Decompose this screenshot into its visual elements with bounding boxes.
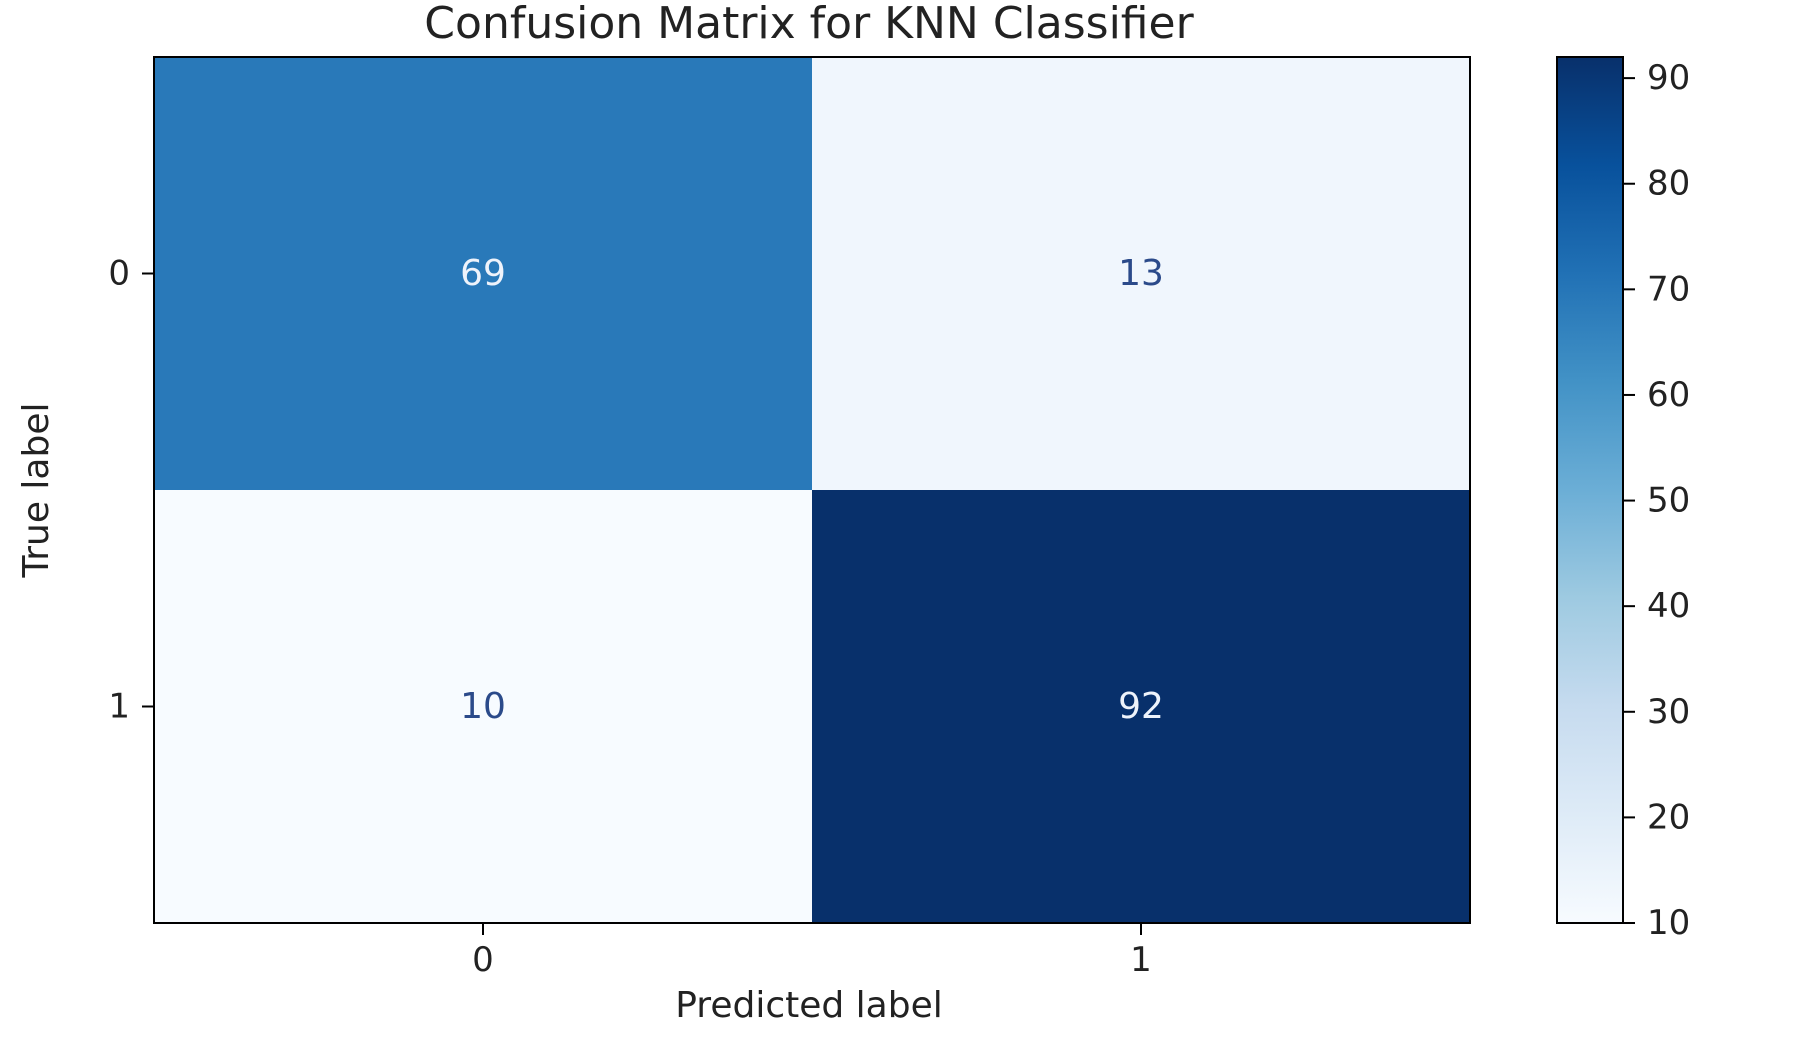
heatmap-cell-0-0 [154,57,812,490]
plot-frame [153,56,1471,924]
y-tick-label: 1 [108,687,130,727]
colorbar [1557,57,1623,923]
colorbar-tick-label: 50 [1647,481,1690,521]
x-tick-label: 0 [472,940,494,980]
colorbar-frame [1556,56,1624,924]
colorbar-tick-label: 30 [1647,692,1690,732]
heatmap-cell-1-0 [154,490,812,923]
y-axis-label: True label [16,403,57,579]
cell-value-0-0: 69 [460,253,506,294]
x-axis-label: Predicted label [675,985,943,1026]
colorbar-tick-label: 70 [1647,269,1690,309]
colorbar-tick-label: 80 [1647,164,1690,204]
colorbar-tick-label: 90 [1647,58,1690,98]
heatmap-cell-0-1 [812,57,1470,490]
cell-value-1-1: 92 [1118,686,1164,727]
colorbar-tick-label: 60 [1647,375,1690,415]
x-tick-label: 1 [1130,940,1152,980]
cell-value-0-1: 13 [1118,253,1164,294]
heatmap-cells [154,57,1470,923]
y-tick-label: 0 [108,254,130,294]
colorbar-ticks: 10 20 30 40 50 60 70 80 90 [1623,58,1690,943]
colorbar-tick-label: 20 [1647,797,1690,837]
cell-value-labels: 69 13 10 92 [460,253,1164,727]
y-axis-ticks: 01 [108,254,154,727]
chart-title: Confusion Matrix for KNN Classifier [424,0,1194,49]
colorbar-tick-label: 10 [1647,903,1690,943]
heatmap-cell-1-1 [812,490,1470,923]
cell-value-1-0: 10 [460,686,506,727]
colorbar-tick-label: 40 [1647,586,1690,626]
